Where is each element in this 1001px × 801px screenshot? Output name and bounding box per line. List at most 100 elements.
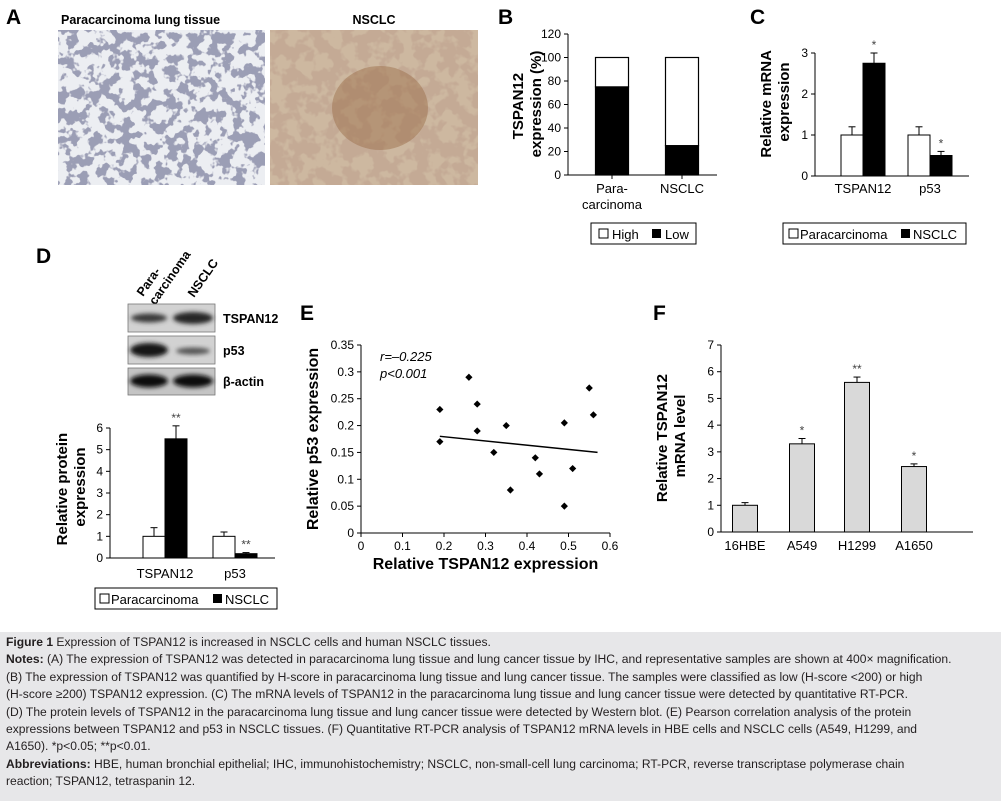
scatter-point — [473, 427, 481, 435]
panel-e-letter: E — [300, 302, 314, 325]
legend-d-swatch-nsclc — [213, 594, 222, 603]
caption-notes-line-2: (B) The expression of TSPAN12 was quanti… — [6, 669, 923, 684]
figure-title: Expression of TSPAN12 is increased in NS… — [53, 635, 491, 649]
chart-d-significance: ** — [171, 411, 181, 425]
bar-b-low — [594, 86, 630, 176]
bar-d-paracarcinoma — [212, 535, 236, 559]
stat-p: p<0.001 — [379, 366, 427, 381]
chart-e-xlabel: Relative TSPAN12 expression — [373, 556, 599, 573]
caption-notes-line-4: (D) The protein levels of TSPAN12 in the… — [6, 704, 912, 719]
caption-abbrev-line-2: reaction; TSPAN12, tetraspanin 12. — [6, 774, 196, 789]
scatter-point — [490, 448, 498, 457]
bar-f — [732, 504, 758, 533]
chart-e-x-tick-label: 0.1 — [394, 539, 411, 553]
scatter-point — [502, 421, 510, 430]
blot-band-tspan12-nsclc — [173, 312, 213, 324]
chart-c-y-tick-label: 2 — [801, 87, 808, 101]
chart-c: 0 1 2 3 * TSPAN12 * p53 — [801, 38, 969, 196]
chart-d-y-tick-label: 3 — [96, 486, 103, 500]
bar-d-paracarcinoma — [142, 535, 166, 559]
legend-b-swatch-high — [598, 228, 609, 239]
chart-d-y-tick-label: 5 — [96, 443, 103, 457]
legend-b-label-low: Low — [665, 227, 689, 242]
stat-r: r=–0.225 — [380, 349, 432, 364]
scatter-point — [531, 454, 539, 462]
chart-e-y-tick-label: 0.2 — [337, 419, 354, 433]
chart-d-x-tick-label: p53 — [224, 566, 246, 581]
bar-d-nsclc — [164, 438, 188, 559]
chart-b: 0 20 40 60 80 100 120 Para-carcinoma NSCLC — [541, 27, 717, 212]
bar-c-nsclc — [862, 62, 886, 177]
scatter-point — [560, 419, 568, 427]
figure: A Paracarcinoma lung tissue NSCLC B TSPA… — [6, 6, 973, 610]
chart-e-y-tick-label: 0 — [347, 526, 354, 540]
panel-c: C Relative mRNA expression 0 1 2 3 * TSPAN12 *… — [750, 6, 969, 245]
chart-d-y-tick-label: 0 — [96, 551, 103, 565]
caption-notes-line-5: expressions between TSPAN12 and p53 in N… — [6, 722, 918, 737]
chart-f-y-tick-label: 2 — [707, 472, 714, 486]
bar-b-low — [664, 145, 700, 176]
regression-line — [439, 435, 598, 454]
chart-f-y-tick-label: 5 — [707, 391, 714, 405]
chart-e-y-tick-label: 0.1 — [337, 472, 354, 486]
bar-c-paracarcinoma — [907, 134, 931, 177]
chart-c-x-tick-label: p53 — [919, 181, 941, 196]
legend-d-box — [94, 587, 278, 610]
chart-e-x-tick-label: 0.4 — [519, 539, 536, 553]
panel-c-letter: C — [750, 6, 765, 29]
blot-label-beta-actin: β-actin — [223, 375, 264, 389]
chart-e-y-tick-label: 0.35 — [331, 338, 355, 352]
chart-d-y-tick-label: 6 — [96, 421, 103, 435]
blot-band-p53-paracarcinoma — [130, 343, 168, 357]
chart-e-ylabel: Relative p53 expression — [305, 348, 322, 530]
chart-f-y-tick-label: 3 — [707, 445, 714, 459]
chart-f-y-tick-label: 6 — [707, 365, 714, 379]
chart-f-x-tick-label: A1650 — [895, 538, 933, 553]
chart-b-y-tick-label: 120 — [541, 27, 561, 41]
legend-c-label-nsclc: NSCLC — [913, 227, 957, 242]
scatter-point — [535, 470, 544, 478]
scatter-point — [506, 486, 514, 494]
chart-b-x-tick-label: NSCLC — [660, 181, 704, 196]
bar-f — [789, 443, 815, 533]
panel-a-letter: A — [6, 6, 21, 29]
chart-b-y-tick-label: 100 — [541, 51, 561, 65]
scatter-point — [569, 464, 577, 473]
chart-f-significance: * — [800, 424, 805, 438]
legend-d-label-paracarcinoma: Paracarcinoma — [111, 592, 199, 607]
legend-c-swatch-paracarcinoma — [788, 228, 799, 239]
bar-d-nsclc — [234, 553, 258, 559]
bar-c-paracarcinoma — [840, 134, 864, 177]
chart-f-x-tick-label: H1299 — [838, 538, 876, 553]
chart-b-y-tick-label: 60 — [548, 98, 562, 112]
chart-e-x-tick-label: 0.6 — [602, 539, 619, 553]
ihc-paracarcinoma-stain — [58, 30, 265, 185]
legend-d-label-nsclc: NSCLC — [225, 592, 269, 607]
ihc-nsclc-title: NSCLC — [352, 13, 395, 27]
chart-e-y-tick-label: 0.05 — [331, 499, 355, 513]
ihc-paracarcinoma-title: Paracarcinoma lung tissue — [61, 13, 220, 27]
chart-f-y-tick-label: 0 — [707, 525, 714, 539]
scatter-point — [473, 400, 481, 408]
panel-d: D Para- carcinoma NSCLC TSPAN12 p53 β-ac… — [36, 245, 278, 610]
chart-e-x-tick-label: 0 — [358, 539, 365, 553]
scatter-point — [560, 502, 568, 510]
chart-f-x-tick-label: 16HBE — [724, 538, 766, 553]
panel-f: F Relative TSPAN12 mRNA level 0 1 2 3 4 5 6 7 16… — [653, 302, 973, 553]
chart-b-y-tick-label: 20 — [548, 145, 562, 159]
blot-band-tspan12-paracarcinoma — [131, 313, 167, 323]
panel-b-ylabel: TSPAN12 expression (%) — [510, 51, 545, 158]
blot-label-p53: p53 — [223, 344, 245, 358]
legend-c-swatch-nsclc — [901, 229, 910, 238]
chart-d-y-tick-label: 4 — [96, 464, 103, 478]
panel-e: E 0 0.05 0.1 0.15 0.2 0.25 0.3 0.35 0 0.1 0.2 0.3 0.… — [300, 302, 619, 573]
scatter-point — [589, 411, 597, 419]
chart-b-y-tick-label: 40 — [548, 121, 562, 135]
chart-b-x-tick-label: Para- — [596, 181, 628, 196]
panel-f-letter: F — [653, 302, 666, 325]
chart-e-x-tick-label: 0.5 — [560, 539, 577, 553]
legend-b-swatch-low — [652, 229, 661, 238]
chart-f-y-tick-label: 7 — [707, 338, 714, 352]
legend-c-label-paracarcinoma: Paracarcinoma — [800, 227, 888, 242]
chart-c-y-tick-label: 3 — [801, 46, 808, 60]
